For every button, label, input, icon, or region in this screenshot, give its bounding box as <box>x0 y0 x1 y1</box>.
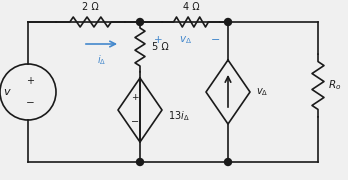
Circle shape <box>224 159 231 165</box>
Text: −: − <box>131 117 139 127</box>
Circle shape <box>224 19 231 26</box>
Circle shape <box>136 159 143 165</box>
Text: $i_\Delta$: $i_\Delta$ <box>97 53 106 67</box>
Text: −: − <box>26 98 34 108</box>
Text: 5 Ω: 5 Ω <box>152 42 169 52</box>
Text: 2 Ω: 2 Ω <box>82 2 99 12</box>
Text: $v$: $v$ <box>3 87 12 97</box>
Text: $v_\Delta$: $v_\Delta$ <box>180 34 192 46</box>
Text: +: + <box>154 35 162 45</box>
Text: $R_o$: $R_o$ <box>328 79 341 92</box>
Text: $13i_\Delta$: $13i_\Delta$ <box>168 109 190 123</box>
Circle shape <box>136 19 143 26</box>
Text: +: + <box>131 93 139 102</box>
Text: +: + <box>26 76 34 86</box>
Text: $v_\Delta$: $v_\Delta$ <box>256 86 268 98</box>
Text: 4 Ω: 4 Ω <box>183 2 199 12</box>
Text: −: − <box>211 35 221 45</box>
